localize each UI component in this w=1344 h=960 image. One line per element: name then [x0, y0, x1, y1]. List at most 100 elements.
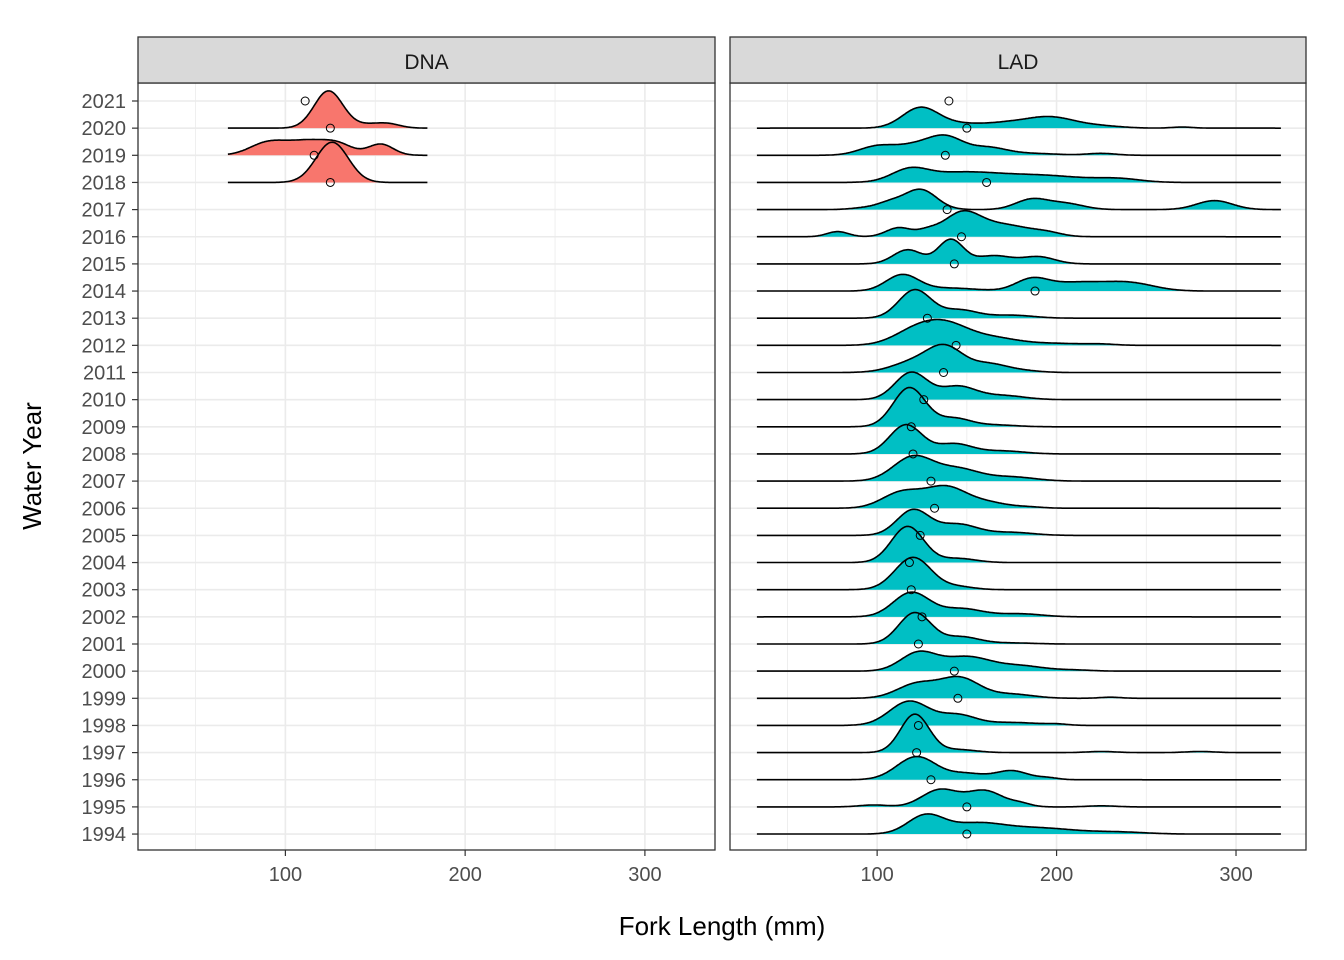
ridge-outline: [756, 166, 1281, 184]
y-tick-label: 2006: [82, 498, 127, 520]
ridge-2016: [756, 209, 1281, 238]
y-tick-label: 2008: [82, 444, 127, 466]
ridge-outline: [756, 273, 1281, 292]
panel-dna: DNA 100 200 300: [137, 36, 716, 886]
ridge-2004: [756, 525, 1281, 564]
ridge-fill: [756, 387, 1281, 427]
y-tick-label: 2004: [82, 553, 127, 575]
ridge-fill: [756, 189, 1281, 210]
y-tick-label: 2002: [82, 607, 127, 629]
mean-point-2018: [325, 177, 335, 187]
ridge-outline: [756, 423, 1281, 455]
ridge-outline: [756, 318, 1281, 347]
ridge-fill: [756, 372, 1281, 400]
y-tick-label: 2017: [82, 200, 127, 222]
mean-point-1996: [926, 775, 936, 785]
ridge-2003: [756, 556, 1281, 591]
x-tick-label: 300: [628, 864, 661, 886]
mean-point-2006: [930, 503, 940, 513]
ridge-2007: [756, 454, 1281, 482]
ridge-outline: [227, 90, 428, 129]
ridge-fill: [756, 651, 1281, 672]
mean-point-2004: [904, 558, 914, 568]
ridge-1999: [756, 675, 1281, 700]
ridge-outline: [756, 813, 1281, 835]
mean-point-2021: [944, 96, 954, 106]
mean-point-2001: [913, 639, 923, 649]
mean-point-2017: [942, 205, 952, 215]
y-tick-label: 2014: [82, 281, 127, 303]
ridge-2009: [756, 386, 1281, 428]
mean-point-2000: [949, 666, 959, 676]
x-tick-label: 200: [448, 864, 481, 886]
ridge-2008: [756, 423, 1281, 455]
panel-lad: LAD 100 200 300: [729, 36, 1307, 886]
ridge-outline: [756, 238, 1281, 265]
ridge-2005: [756, 508, 1281, 537]
ridge-2013: [756, 288, 1281, 319]
y-tick-label: 2000: [82, 661, 127, 683]
ridge-fill: [756, 592, 1281, 617]
ridge-2002: [756, 591, 1281, 618]
y-tick-label: 2010: [82, 390, 127, 412]
y-tick-label: 2013: [82, 308, 127, 330]
ridge-fill: [756, 134, 1281, 156]
y-tick-label: 2015: [82, 254, 127, 276]
mean-point-2012: [951, 340, 961, 350]
ridge-outline: [756, 611, 1281, 645]
ridge-1997: [756, 713, 1281, 754]
ridge-outline: [756, 209, 1281, 238]
ridge-fill: [756, 167, 1281, 183]
mean-point-2018: [982, 177, 992, 187]
ridge-fill: [756, 813, 1281, 835]
ridge-2011: [756, 343, 1281, 374]
facet-strip-label: LAD: [998, 51, 1039, 74]
ridge-outline: [756, 386, 1281, 428]
mean-point-2016: [956, 232, 966, 242]
ridge-2000: [756, 650, 1281, 672]
x-tick-label: 300: [1219, 864, 1252, 886]
y-tick-label: 1994: [82, 824, 127, 846]
mean-point-2002: [917, 612, 927, 622]
ridge-2012: [756, 318, 1281, 347]
panel-background: [730, 83, 1306, 850]
facet-strip: [137, 36, 716, 84]
ridge-fill: [756, 424, 1281, 454]
ridge-fill: [756, 107, 1281, 129]
ridge-outline: [756, 484, 1281, 510]
ridge-outline: [756, 650, 1281, 672]
mean-point-2021: [300, 96, 310, 106]
y-tick-label: 1998: [82, 715, 127, 737]
mean-point-2008: [908, 449, 918, 459]
ridge-fill: [756, 756, 1281, 780]
ridge-fill: [756, 526, 1281, 563]
ridge-2006: [756, 484, 1281, 510]
ridge-fill: [756, 210, 1281, 237]
ridge-outline: [756, 556, 1281, 591]
ridge-2020: [227, 90, 428, 129]
facet-strip: [729, 36, 1307, 84]
ridge-outline: [756, 188, 1281, 211]
ridge-fill: [756, 455, 1281, 482]
ridge-2020: [756, 106, 1281, 129]
ridge-1994: [756, 813, 1281, 835]
x-tick-label: 200: [1040, 864, 1073, 886]
ridge-outline: [756, 591, 1281, 618]
y-tick-label: 2007: [82, 471, 127, 493]
mean-point-1995: [962, 802, 972, 812]
ridge-outline: [756, 713, 1281, 754]
mean-point-1998: [913, 720, 923, 730]
ridge-2015: [756, 238, 1281, 265]
ridge-1996: [756, 755, 1281, 781]
ridge-fill: [756, 701, 1281, 726]
y-tick-label: 2011: [83, 363, 126, 385]
ridge-2001: [756, 611, 1281, 645]
mean-point-2010: [919, 395, 929, 405]
ridge-outline: [756, 343, 1281, 374]
x-axis-title: Fork Length (mm): [619, 911, 826, 941]
ridge-1998: [756, 700, 1281, 727]
ridge-outline: [756, 675, 1281, 700]
mean-point-2005: [915, 530, 925, 540]
ridge-2017: [756, 188, 1281, 211]
ridge-1995: [756, 788, 1281, 808]
